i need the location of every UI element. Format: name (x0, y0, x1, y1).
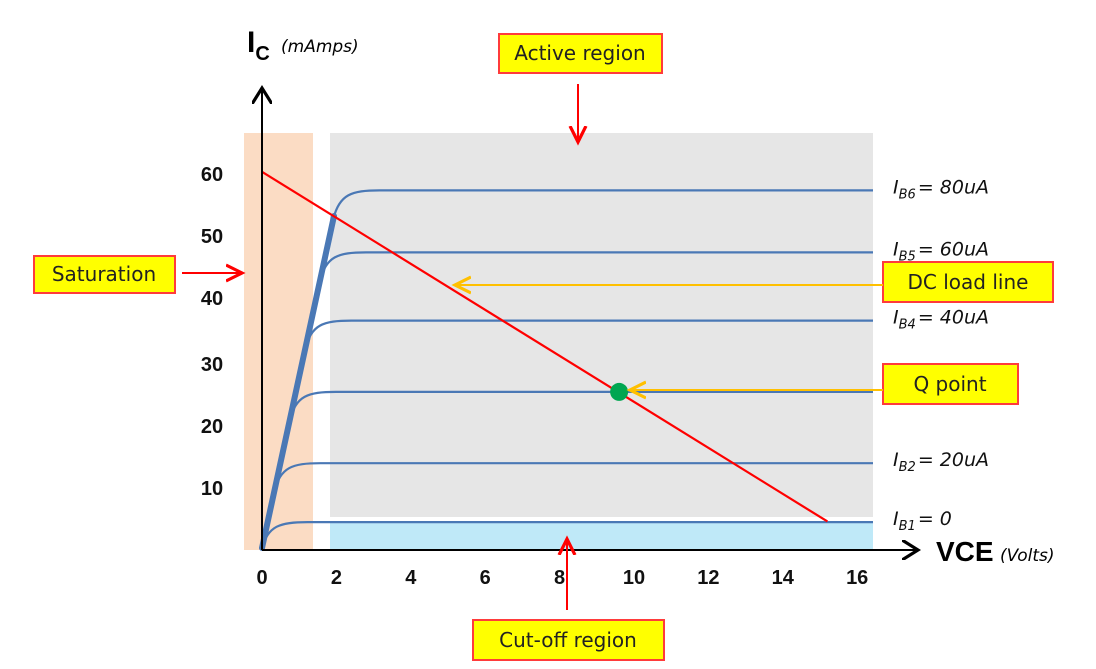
curve-label: IB4 = 40uA (893, 307, 989, 333)
curve-label: IB6 = 80uA (893, 176, 989, 202)
y-tick-label: 50 (201, 226, 223, 248)
cutoff-region (330, 521, 873, 550)
q-point-marker (610, 382, 629, 401)
y-tick-label: 60 (201, 164, 223, 186)
svg-text:Active region: Active region (514, 41, 645, 65)
y-tick-label: 10 (201, 478, 223, 500)
q-point-annotation: Q point (630, 363, 1019, 405)
y-tick-label: 20 (201, 416, 223, 438)
dc-load-line-annotation: DC load line (455, 261, 1054, 303)
saturation-annotation: Saturation (33, 255, 242, 294)
x-tick-label: 16 (846, 567, 868, 589)
dc-load-line (261, 170, 829, 523)
x-tick-label: 0 (256, 567, 267, 589)
x-tick-label: 12 (697, 567, 719, 589)
y-axis-label: IC (247, 26, 270, 65)
x-tick-label: 10 (623, 567, 645, 589)
svg-text:DC load line: DC load line (908, 270, 1029, 294)
y-tick-label: 30 (201, 354, 223, 376)
active-region-annotation: Active region (498, 33, 663, 142)
cutoff-region-annotation: Cut-off region (472, 539, 665, 661)
svg-text:Saturation: Saturation (52, 262, 156, 286)
x-tick-label: 14 (772, 567, 795, 589)
curve-label: IB2 = 20uA (893, 449, 989, 475)
x-tick-label: 6 (480, 567, 491, 589)
svg-text:Q point: Q point (913, 372, 986, 396)
x-axis-unit: (Volts) (1000, 546, 1055, 566)
x-tick-label: 2 (331, 567, 342, 589)
x-tick-label: 4 (405, 567, 417, 589)
saturation-line (259, 213, 337, 551)
curve-label: IB1 = 0 (893, 508, 952, 534)
y-tick-label: 40 (201, 288, 223, 310)
x-tick-label: 8 (554, 567, 565, 589)
svg-text:Cut-off region: Cut-off region (499, 628, 637, 652)
ib-curve (332, 189, 873, 219)
curve-label: IB5 = 60uA (893, 238, 989, 264)
y-axis-unit: (mAmps) (281, 37, 359, 57)
x-axis-label: VCE (936, 536, 994, 567)
active-region (330, 133, 873, 517)
saturation-region (244, 133, 313, 550)
